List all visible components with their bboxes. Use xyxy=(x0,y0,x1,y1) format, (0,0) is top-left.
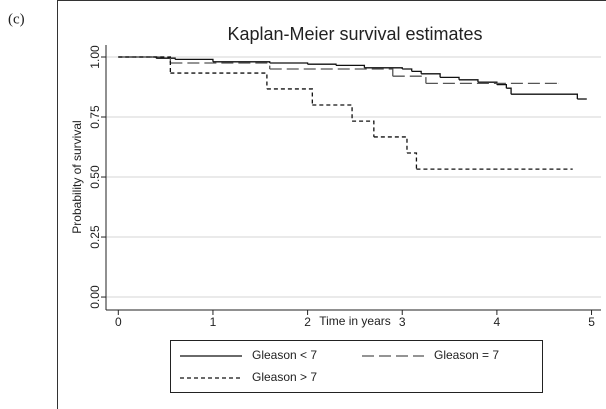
survival-step xyxy=(175,58,214,62)
survival-step xyxy=(170,72,268,89)
survival-step xyxy=(511,93,578,100)
survival-step xyxy=(392,75,427,84)
panel-label: (c) xyxy=(8,11,25,27)
x-tick-label: 0 xyxy=(115,315,122,329)
survival-step xyxy=(402,68,413,72)
legend-label: Gleason > 7 xyxy=(252,370,317,384)
y-tick-label: 1.00 xyxy=(88,45,102,69)
x-tick-label: 4 xyxy=(494,315,501,329)
chart-title: Kaplan-Meier survival estimates xyxy=(227,24,482,44)
y-tick-label: 0.25 xyxy=(88,225,102,249)
survival-step xyxy=(307,63,337,66)
survival-step xyxy=(373,136,408,154)
legend xyxy=(170,340,543,393)
x-tick-label: 2 xyxy=(304,315,311,329)
survival-step xyxy=(459,79,479,83)
survival-step xyxy=(266,88,313,106)
x-tick-label: 1 xyxy=(210,315,217,329)
survival-step xyxy=(406,152,418,170)
survival-step xyxy=(212,61,271,64)
survival-step xyxy=(352,120,375,137)
y-tick-label: 0.75 xyxy=(88,105,102,129)
legend-label: Gleason < 7 xyxy=(252,348,317,362)
x-tick-label: 5 xyxy=(588,315,595,329)
survival-step xyxy=(156,57,176,60)
legend-label: Gleason = 7 xyxy=(434,348,499,362)
x-tick-label: 3 xyxy=(399,315,406,329)
survival-step xyxy=(335,64,366,68)
survival-step xyxy=(170,62,271,70)
y-axis-label: Probability of survival xyxy=(70,120,84,233)
survival-step xyxy=(118,56,172,74)
y-tick-label: 0.50 xyxy=(88,165,102,189)
survival-step xyxy=(269,68,394,77)
survival-step xyxy=(312,104,353,122)
y-tick-label: 0.00 xyxy=(88,285,102,309)
survival-step xyxy=(269,62,309,65)
x-axis-label: Time in years xyxy=(319,314,391,328)
survival-step xyxy=(506,87,512,95)
survival-step xyxy=(496,83,508,89)
survival-step xyxy=(440,76,460,80)
survival-step xyxy=(421,73,441,78)
survival-step xyxy=(411,70,422,74)
